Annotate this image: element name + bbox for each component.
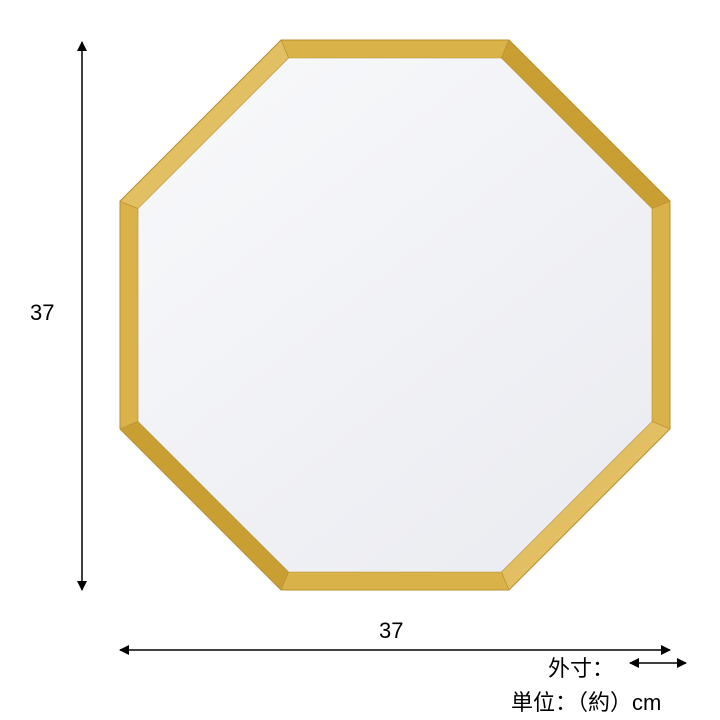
octagon-mirror (120, 40, 670, 590)
mirror-surface (138, 58, 652, 572)
diagram-svg (0, 0, 720, 720)
width-value: 37 (379, 618, 403, 644)
diagram-canvas: 37 37 外寸： 単位：（約）cm (0, 0, 720, 720)
frame-side-left (120, 201, 138, 429)
frame-side-top (281, 40, 509, 58)
height-value: 37 (30, 300, 54, 326)
legend-unit: 単位：（約）cm (511, 685, 661, 717)
legend-outer-dimension-label: 外寸： (548, 651, 614, 683)
frame-side-bottom (281, 572, 509, 590)
frame-side-right (652, 201, 670, 429)
